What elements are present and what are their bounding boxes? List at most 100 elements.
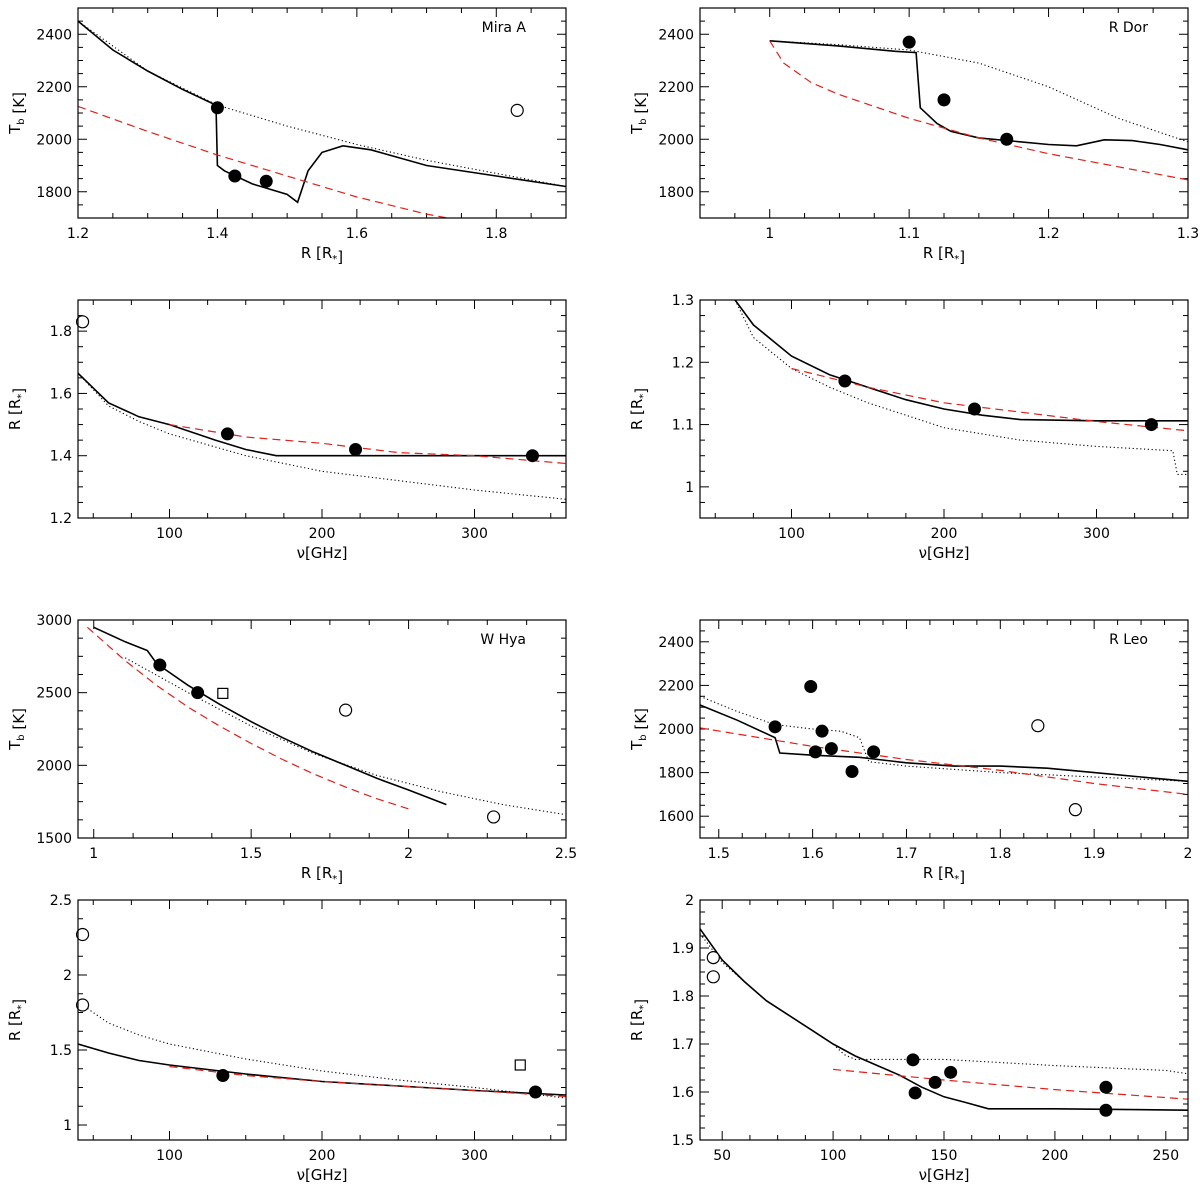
- y-tick-label: 1.1: [672, 418, 694, 434]
- series-dashed: [833, 1068, 1188, 1100]
- data-point-filled: [944, 1065, 958, 1079]
- series-dotted: [734, 300, 1188, 475]
- x-tick-label: 1.9: [1083, 846, 1105, 862]
- y-tick-label: 2000: [36, 132, 72, 148]
- data-point-open: [1068, 803, 1082, 817]
- y-axis-label: Tb [K]: [6, 92, 28, 135]
- y-tick-label: 1.3: [672, 293, 694, 309]
- plot-frame: [699, 619, 1189, 839]
- series-dashed: [87, 626, 409, 810]
- panel-whya-tb: 1 1.5 2 2.5 1500 2000 2500 3000 W Hya R [R*] Tb [K…: [6, 613, 577, 886]
- x-tick-label: 1.5: [708, 846, 730, 862]
- y-tick-label: 2000: [36, 758, 72, 774]
- y-tick-label: 1: [685, 480, 694, 496]
- y-tick-label: 1800: [658, 766, 694, 782]
- plot-frame: [699, 299, 1189, 519]
- x-axis-label: ν[GHz]: [297, 1166, 348, 1184]
- x-axis-label: R [R*]: [301, 864, 343, 886]
- x-tick-label: 1.3: [1177, 226, 1199, 242]
- y-tick-label: 1800: [36, 185, 72, 201]
- series-solid: [700, 704, 1188, 783]
- y-tick-label: 1800: [658, 185, 694, 201]
- data-point-filled: [906, 1053, 920, 1067]
- data-point-filled: [210, 101, 224, 115]
- panel-whya-r: 100 200 300 1 1.5 2 2.5 ν[GHz] R [R*]: [6, 893, 567, 1184]
- x-tick-label: 1.2: [1037, 226, 1059, 242]
- y-tick-label: 1.8: [672, 989, 694, 1005]
- data-point-filled: [1099, 1080, 1113, 1094]
- data-point-filled: [968, 402, 981, 416]
- y-tick-label: 2.5: [50, 893, 72, 909]
- x-tick-label: 100: [820, 1148, 847, 1164]
- x-tick-label: 1.6: [801, 846, 823, 862]
- panel-title: R Leo: [1109, 632, 1148, 648]
- y-tick-label: 1600: [658, 809, 694, 825]
- data-point-filled: [191, 686, 205, 700]
- x-tick-label: 100: [156, 1148, 183, 1164]
- y-tick-label: 2500: [36, 686, 72, 702]
- x-tick-label: 250: [1152, 1148, 1179, 1164]
- series-dotted: [78, 372, 566, 500]
- data-point-open: [486, 810, 501, 824]
- panel-title: R Dor: [1109, 20, 1149, 36]
- series-solid: [769, 40, 1188, 151]
- series-dashed: [78, 105, 448, 218]
- x-tick-label: 2: [404, 846, 413, 862]
- x-tick-label: 1.8: [485, 226, 507, 242]
- y-tick-label: 1500: [36, 831, 72, 847]
- x-tick-label: 1.4: [206, 226, 228, 242]
- x-axis-label: ν[GHz]: [919, 544, 970, 562]
- plot-frame: [77, 899, 567, 1141]
- series-dotted: [124, 657, 566, 816]
- data-point-filled: [525, 449, 539, 463]
- series-dotted: [700, 695, 1188, 782]
- data-point-square: [514, 1059, 526, 1071]
- series-dashed: [769, 40, 1188, 181]
- data-point-filled: [815, 724, 829, 738]
- data-point-filled: [867, 745, 881, 759]
- y-axis-label: R [R*]: [628, 388, 650, 430]
- y-tick-label: 1.5: [672, 1133, 694, 1149]
- data-point-filled: [220, 427, 234, 441]
- y-axis-label: R [R*]: [6, 388, 28, 430]
- x-tick-label: 1.1: [898, 226, 920, 242]
- plot-frame: [77, 299, 567, 519]
- x-tick-label: 2: [1184, 846, 1193, 862]
- data-point-filled: [1144, 418, 1158, 432]
- x-tick-label: 200: [309, 1148, 336, 1164]
- x-axis-label: R [R*]: [923, 244, 965, 266]
- data-point-filled: [1099, 1103, 1113, 1117]
- x-tick-label: 150: [931, 1148, 958, 1164]
- y-tick-label: 1.9: [672, 941, 694, 957]
- panel-rdor-tb: 1 1.1 1.2 1.3 1800 2000 2200 2400 R Dor R [R*] Tb …: [628, 7, 1199, 266]
- series-solid: [78, 372, 566, 457]
- panel-mira-tb: 1.2 1.4 1.6 1.8 1800 2000 2200 2400 Mira A R [R*]…: [6, 7, 567, 266]
- data-point-filled: [937, 93, 951, 107]
- data-point-filled: [153, 658, 167, 672]
- x-tick-label: 300: [461, 1148, 488, 1164]
- data-point-filled: [228, 169, 242, 183]
- x-tick-label: 2.5: [555, 846, 577, 862]
- panel-mira-r: 100 200 300 1.2 1.4 1.6 1.8 ν[GHz] R [R*]: [6, 299, 567, 562]
- plot-frame: [77, 7, 567, 219]
- y-tick-label: 2000: [658, 132, 694, 148]
- data-point-filled: [804, 679, 818, 693]
- y-axis-label: R [R*]: [6, 999, 28, 1041]
- panel-title: Mira A: [482, 20, 527, 36]
- x-axis-label: ν[GHz]: [919, 1166, 970, 1184]
- data-point-filled: [845, 765, 859, 779]
- x-tick-label: 200: [931, 526, 958, 542]
- x-tick-label: 1.8: [989, 846, 1011, 862]
- data-point-open: [75, 998, 90, 1012]
- data-point-filled: [928, 1075, 942, 1089]
- y-tick-label: 2000: [658, 722, 694, 738]
- x-tick-label: 100: [156, 526, 183, 542]
- y-tick-label: 1.2: [672, 355, 694, 371]
- x-axis-label: R [R*]: [301, 244, 343, 266]
- data-point-open: [706, 950, 720, 965]
- y-axis-label: Tb [K]: [6, 708, 28, 751]
- x-tick-label: 1.2: [67, 226, 89, 242]
- plot-frame: [699, 899, 1189, 1141]
- series-solid: [734, 300, 1188, 422]
